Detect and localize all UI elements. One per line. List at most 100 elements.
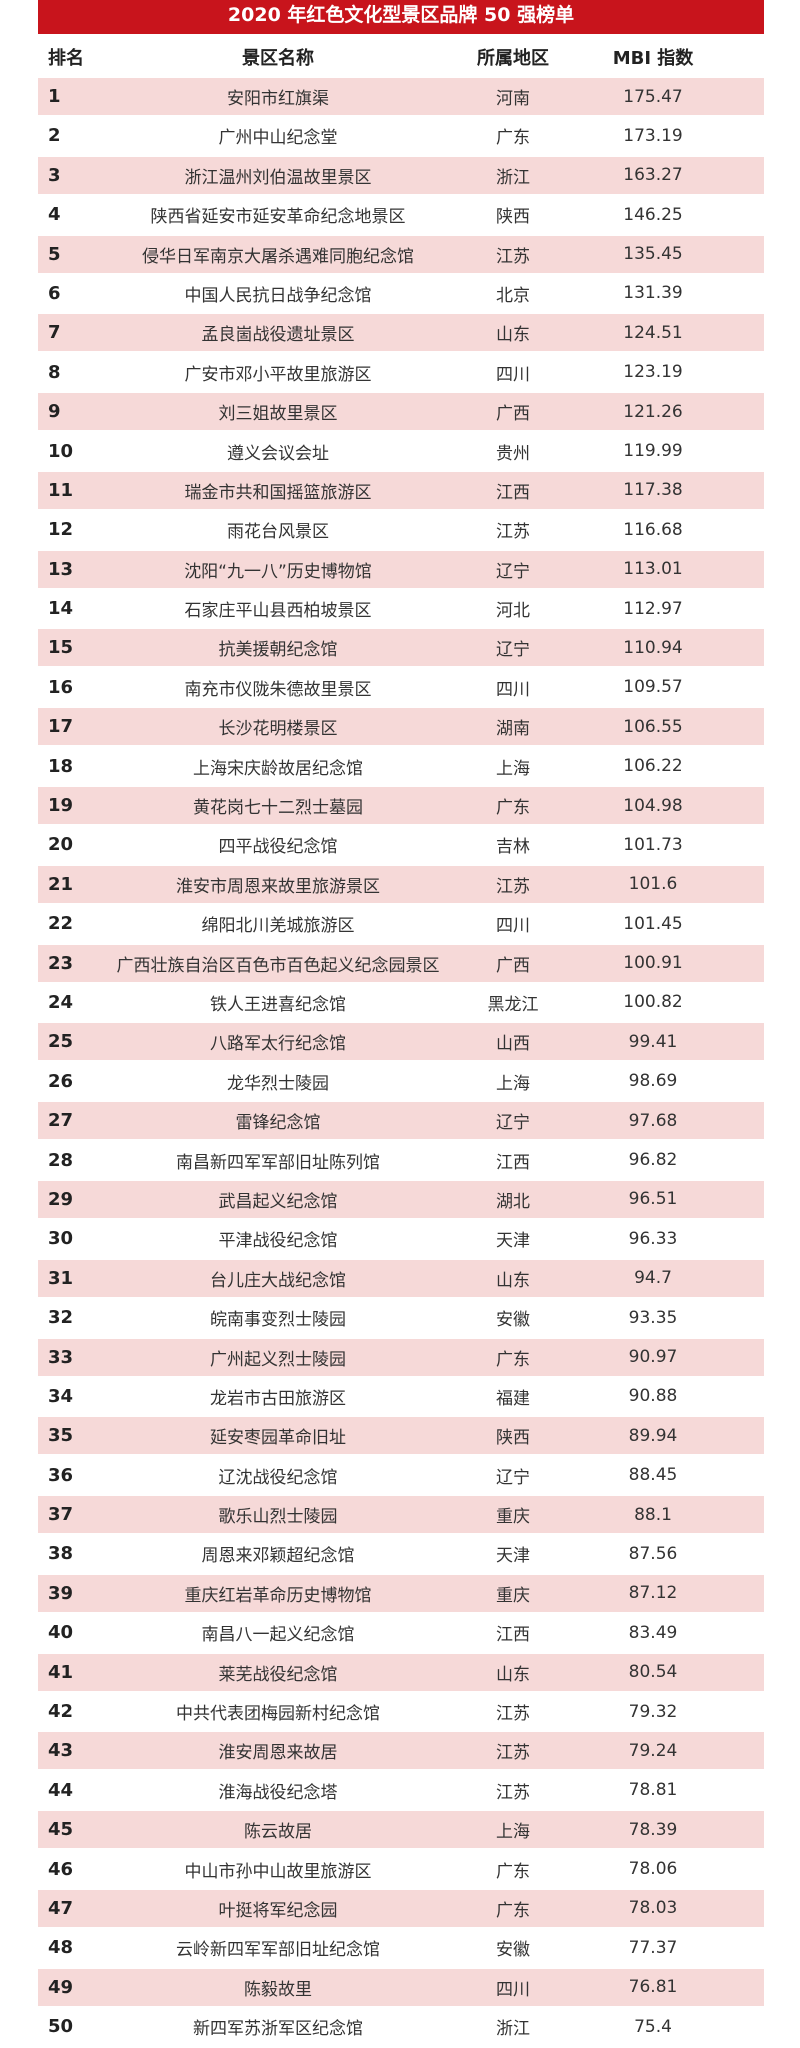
cell-mbi: 110.94 bbox=[623, 637, 683, 658]
cell-region: 天津 bbox=[496, 1231, 530, 1252]
cell-rank: 39 bbox=[48, 1582, 74, 1604]
cell-mbi: 77.37 bbox=[628, 1937, 678, 1958]
cell-name: 浙江温州刘伯温故里景区 bbox=[184, 167, 372, 188]
table-row: 20 四平战役纪念馆 吉林 101.73 bbox=[38, 826, 764, 863]
cell-name: 陈毅故里 bbox=[244, 1979, 312, 2000]
table-row: 41 莱芜战役纪念馆 山东 80.54 bbox=[38, 1653, 764, 1691]
table-row: 37 歌乐山烈士陵园 重庆 88.1 bbox=[38, 1496, 764, 1534]
cell-name: 龙华烈士陵园 bbox=[227, 1073, 329, 1094]
cell-region: 陕西 bbox=[496, 207, 530, 228]
cell-mbi: 94.7 bbox=[634, 1268, 672, 1289]
cell-mbi: 78.81 bbox=[628, 1780, 678, 1801]
cell-rank: 25 bbox=[48, 1031, 74, 1053]
cell-rank: 27 bbox=[48, 1110, 74, 1132]
table-row: 34 龙岩市古田旅游区 福建 90.88 bbox=[38, 1378, 764, 1415]
cell-name: 陈云故居 bbox=[244, 1822, 312, 1843]
table-row: 25 八路军太行纪念馆 山西 99.41 bbox=[38, 1023, 764, 1061]
cell-name: 八路军太行纪念馆 bbox=[210, 1034, 346, 1055]
cell-name: 侵华日军南京大屠杀遇难同胞纪念馆 bbox=[142, 246, 414, 267]
cell-rank: 41 bbox=[48, 1661, 74, 1683]
cell-rank: 34 bbox=[48, 1385, 74, 1407]
cell-region: 辽宁 bbox=[496, 1467, 530, 1488]
table-row: 48 云岭新四军军部旧址纪念馆 安徽 77.37 bbox=[38, 1929, 764, 1966]
table-row: 30 平津战役纪念馆 天津 96.33 bbox=[38, 1220, 764, 1257]
cell-name: 南昌新四军军部旧址陈列馆 bbox=[176, 1152, 380, 1173]
cell-region: 广西 bbox=[496, 955, 530, 976]
cell-name: 绵阳北川羌城旅游区 bbox=[201, 916, 355, 937]
cell-region: 江苏 bbox=[496, 1782, 530, 1803]
cell-name: 重庆红岩革命历史博物馆 bbox=[184, 1585, 372, 1606]
table-row: 40 南昌八一起义纪念馆 江西 83.49 bbox=[38, 1614, 764, 1651]
cell-region: 江苏 bbox=[496, 1704, 530, 1725]
cell-rank: 6 bbox=[48, 282, 61, 304]
cell-region: 重庆 bbox=[496, 1507, 530, 1528]
table-row: 28 南昌新四军军部旧址陈列馆 江西 96.82 bbox=[38, 1142, 764, 1179]
table-row: 3 浙江温州刘伯温故里景区 浙江 163.27 bbox=[38, 156, 764, 194]
table-row: 19 黄花岗七十二烈士墓园 广东 104.98 bbox=[38, 787, 764, 825]
cell-region: 吉林 bbox=[496, 837, 530, 858]
cell-mbi: 93.35 bbox=[628, 1307, 678, 1328]
cell-rank: 42 bbox=[48, 1701, 74, 1723]
cell-rank: 38 bbox=[48, 1543, 74, 1565]
cell-rank: 48 bbox=[48, 1937, 74, 1959]
cell-name: 南充市仪陇朱德故里景区 bbox=[184, 679, 372, 700]
cell-mbi: 80.54 bbox=[628, 1662, 678, 1683]
table-row: 23 广西壮族自治区百色市百色起义纪念园景区 广西 100.91 bbox=[38, 944, 764, 982]
cell-mbi: 96.51 bbox=[628, 1189, 678, 1210]
cell-region: 江苏 bbox=[496, 1743, 530, 1764]
cell-rank: 3 bbox=[48, 164, 61, 186]
cell-region: 辽宁 bbox=[496, 561, 530, 582]
cell-name: 平津战役纪念馆 bbox=[218, 1231, 338, 1252]
cell-mbi: 131.39 bbox=[623, 283, 683, 304]
cell-rank: 40 bbox=[48, 1622, 74, 1644]
cell-rank: 21 bbox=[48, 873, 74, 895]
cell-rank: 14 bbox=[48, 598, 74, 620]
cell-name: 武昌起义纪念馆 bbox=[218, 1191, 338, 1212]
cell-mbi: 109.57 bbox=[623, 677, 683, 698]
table-row: 7 孟良崮战役遗址景区 山东 124.51 bbox=[38, 314, 764, 352]
cell-name: 石家庄平山县西柏坡景区 bbox=[184, 601, 372, 622]
cell-mbi: 100.91 bbox=[623, 953, 683, 974]
cell-mbi: 98.69 bbox=[628, 1071, 678, 1092]
cell-region: 四川 bbox=[496, 364, 530, 385]
cell-mbi: 89.94 bbox=[628, 1425, 678, 1446]
table-row: 50 新四军苏浙军区纪念馆 浙江 75.4 bbox=[38, 2008, 764, 2045]
cell-name: 刘三姐故里景区 bbox=[218, 404, 338, 425]
cell-mbi: 76.81 bbox=[628, 1977, 678, 1998]
cell-mbi: 123.19 bbox=[623, 362, 683, 383]
cell-region: 广西 bbox=[496, 404, 530, 425]
table-row: 9 刘三姐故里景区 广西 121.26 bbox=[38, 393, 764, 431]
cell-rank: 19 bbox=[48, 795, 74, 817]
cell-rank: 31 bbox=[48, 1267, 74, 1289]
cell-region: 广东 bbox=[496, 798, 530, 819]
cell-rank: 30 bbox=[48, 1228, 74, 1250]
cell-region: 四川 bbox=[496, 679, 530, 700]
cell-region: 广东 bbox=[496, 128, 530, 149]
cell-region: 浙江 bbox=[496, 167, 530, 188]
table-row: 49 陈毅故里 四川 76.81 bbox=[38, 1968, 764, 2006]
cell-name: 广安市邓小平故里旅游区 bbox=[184, 364, 372, 385]
cell-mbi: 117.38 bbox=[623, 480, 683, 501]
table-row: 2 广州中山纪念堂 广东 173.19 bbox=[38, 117, 764, 154]
cell-region: 湖南 bbox=[496, 719, 530, 740]
cell-rank: 16 bbox=[48, 676, 74, 698]
table-row: 4 陕西省延安市延安革命纪念地景区 陕西 146.25 bbox=[38, 196, 764, 233]
cell-rank: 2 bbox=[48, 125, 61, 147]
table-row: 18 上海宋庆龄故居纪念馆 上海 106.22 bbox=[38, 748, 764, 785]
cell-region: 福建 bbox=[496, 1388, 530, 1409]
table-row: 22 绵阳北川羌城旅游区 四川 101.45 bbox=[38, 905, 764, 942]
cell-mbi: 78.03 bbox=[628, 1898, 678, 1919]
cell-name: 抗美援朝纪念馆 bbox=[218, 640, 338, 661]
cell-region: 天津 bbox=[496, 1546, 530, 1567]
cell-name: 雨花台风景区 bbox=[227, 522, 329, 543]
table-row: 6 中国人民抗日战争纪念馆 北京 131.39 bbox=[38, 275, 764, 312]
cell-name: 广州起义烈士陵园 bbox=[210, 1349, 346, 1370]
cell-name: 淮海战役纪念塔 bbox=[218, 1782, 338, 1803]
header-rank: 排名 bbox=[48, 48, 84, 69]
cell-name: 中国人民抗日战争纪念馆 bbox=[184, 285, 372, 306]
cell-rank: 29 bbox=[48, 1188, 74, 1210]
cell-region: 辽宁 bbox=[496, 640, 530, 661]
cell-region: 上海 bbox=[496, 1822, 530, 1843]
cell-name: 新四军苏浙军区纪念馆 bbox=[193, 2019, 363, 2040]
cell-region: 山东 bbox=[496, 1270, 530, 1291]
